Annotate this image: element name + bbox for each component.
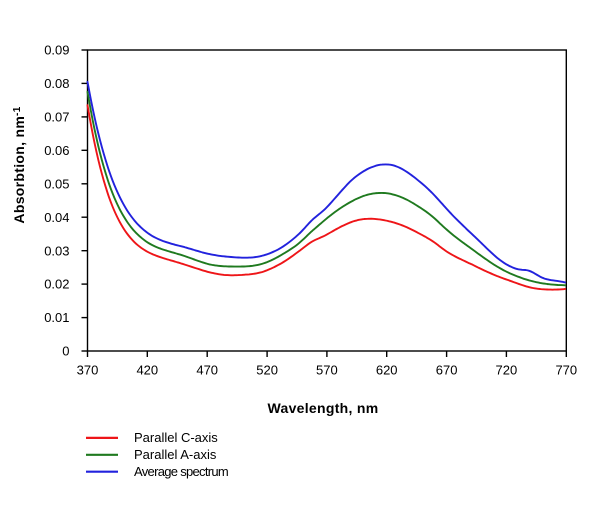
svg-text:0.05: 0.05	[44, 176, 69, 191]
svg-text:420: 420	[136, 363, 158, 378]
svg-text:0.06: 0.06	[44, 143, 69, 158]
svg-text:770: 770	[555, 363, 577, 378]
svg-text:570: 570	[316, 363, 338, 378]
svg-text:Average spectrum: Average spectrum	[134, 464, 228, 479]
svg-text:Parallel A-axis: Parallel A-axis	[134, 447, 217, 462]
svg-text:0: 0	[62, 344, 69, 359]
svg-text:0.08: 0.08	[44, 76, 69, 91]
svg-text:720: 720	[496, 363, 518, 378]
svg-text:620: 620	[376, 363, 398, 378]
svg-text:0.02: 0.02	[44, 277, 69, 292]
svg-text:0.01: 0.01	[44, 310, 69, 325]
svg-text:Parallel C-axis: Parallel C-axis	[134, 430, 218, 445]
svg-text:0.04: 0.04	[44, 210, 69, 225]
svg-text:370: 370	[77, 363, 99, 378]
svg-text:670: 670	[436, 363, 458, 378]
svg-text:Absorbtion, nm-1: Absorbtion, nm-1	[11, 106, 27, 223]
svg-text:0.03: 0.03	[44, 243, 69, 258]
svg-text:0.07: 0.07	[44, 110, 69, 125]
svg-text:470: 470	[196, 363, 218, 378]
svg-text:520: 520	[256, 363, 278, 378]
svg-text:0.09: 0.09	[44, 43, 69, 58]
svg-text:Wavelength, nm: Wavelength, nm	[267, 400, 378, 416]
